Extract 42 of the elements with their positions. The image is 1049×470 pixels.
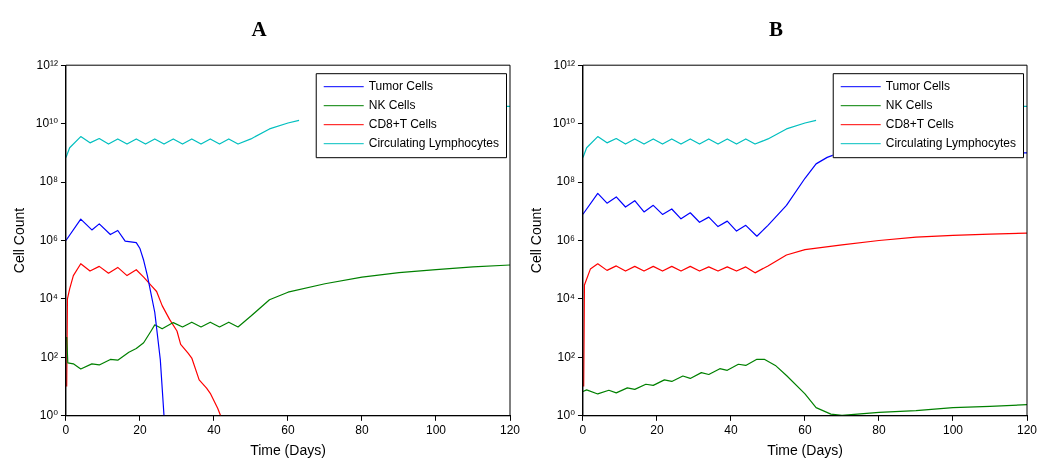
y-axis-title: Cell Count (11, 207, 28, 274)
x-tick-label: 40 (207, 423, 221, 438)
x-tick-label: 60 (281, 423, 295, 438)
legend-label: Tumor Cells (368, 79, 433, 94)
legend-label: Tumor Cells (885, 79, 950, 94)
y-tick-label: 10¹⁰ (35, 115, 59, 130)
legend-label: NK Cells (885, 98, 933, 113)
x-tick-label: 0 (579, 423, 587, 438)
x-tick-label: 100 (942, 423, 964, 438)
x-tick-label: 80 (872, 423, 886, 438)
x-tick-label: 60 (798, 423, 812, 438)
y-tick-label: 10¹² (553, 57, 575, 72)
chart-title: B (768, 17, 784, 42)
y-tick-label: 10⁴ (556, 291, 575, 306)
x-tick-label: 20 (650, 423, 664, 438)
x-tick-label: 100 (425, 423, 447, 438)
x-tick-label: 120 (1016, 423, 1038, 438)
legend-label: Circulating Lymphocytes (368, 136, 499, 151)
y-tick-label: 10⁴ (39, 291, 58, 306)
x-tick-label: 40 (724, 423, 738, 438)
legend-label: Circulating Lymphocytes (885, 136, 1016, 151)
x-axis-title: Time (Days) (767, 442, 843, 459)
y-tick-label: 10⁰ (39, 408, 59, 423)
y-tick-label: 10² (557, 349, 575, 364)
x-tick-label: 120 (499, 423, 521, 438)
y-tick-label: 10¹⁰ (552, 115, 576, 130)
y-tick-label: 10⁰ (556, 408, 576, 423)
chart-title: A (251, 17, 268, 42)
y-tick-label: 10⁸ (39, 174, 58, 189)
x-tick-label: 20 (133, 423, 147, 438)
legend-label: CD8+T Cells (885, 117, 954, 132)
y-tick-label: 10⁶ (556, 232, 576, 247)
legend-label: CD8+T Cells (368, 117, 437, 132)
x-axis-title: Time (Days) (250, 442, 326, 459)
y-tick-label: 10¹² (36, 57, 58, 72)
x-tick-label: 0 (62, 423, 70, 438)
y-tick-label: 10⁸ (556, 174, 575, 189)
y-tick-label: 10⁶ (39, 232, 59, 247)
x-tick-label: 80 (355, 423, 369, 438)
legend-label: NK Cells (368, 98, 416, 113)
y-axis-title: Cell Count (528, 207, 545, 274)
y-tick-label: 10² (40, 349, 58, 364)
